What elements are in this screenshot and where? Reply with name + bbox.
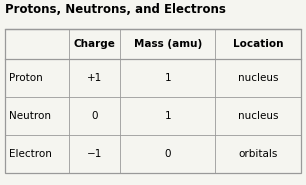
Text: 0: 0 <box>91 111 98 121</box>
Text: 0: 0 <box>165 149 171 159</box>
Text: nucleus: nucleus <box>238 111 278 121</box>
Text: Charge: Charge <box>74 39 115 49</box>
Text: 1: 1 <box>165 111 171 121</box>
Text: nucleus: nucleus <box>238 73 278 83</box>
Text: orbitals: orbitals <box>238 149 278 159</box>
Text: +1: +1 <box>87 73 102 83</box>
Text: Protons, Neutrons, and Electrons: Protons, Neutrons, and Electrons <box>5 3 226 16</box>
Bar <box>5 29 301 173</box>
Text: Neutron: Neutron <box>9 111 51 121</box>
Text: Mass (amu): Mass (amu) <box>134 39 202 49</box>
Text: Electron: Electron <box>9 149 52 159</box>
Text: −1: −1 <box>87 149 102 159</box>
Text: Proton: Proton <box>9 73 43 83</box>
Text: 1: 1 <box>165 73 171 83</box>
Text: Location: Location <box>233 39 283 49</box>
